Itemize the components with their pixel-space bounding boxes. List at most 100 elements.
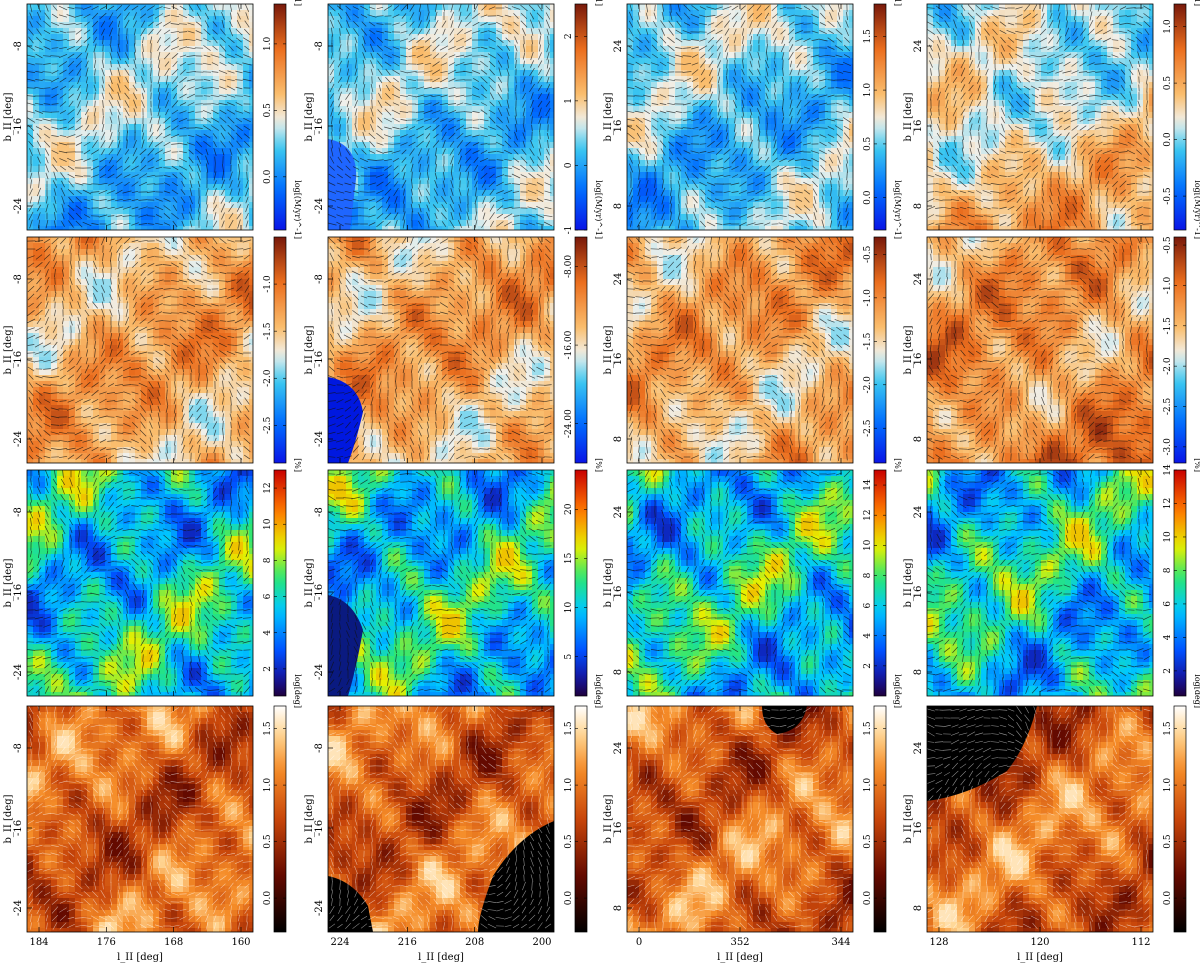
map-panel: -8 -16 -24 b_II [deg] 20 15 10 5 [%] (304, 458, 603, 697)
y-tick-label: 16 (613, 120, 624, 133)
map-frame (26, 236, 254, 464)
y-tick-label: -24 (13, 664, 24, 680)
map-panel: -8 -16 -24 b_II [deg] 2 1 0 -1 log[(M/yr)^-1] (304, 0, 603, 234)
y-tick-label: -8 (314, 274, 325, 284)
map-frame (327, 705, 555, 933)
y-tick-label: 8 (913, 436, 924, 442)
x-axis-label: l_II [deg] (717, 952, 763, 963)
colorbar-label: log[(M/yr)^-1] (293, 180, 302, 239)
y-axis-label: b_II [deg] (304, 92, 315, 141)
colorbar-tick-label: -16.00 (564, 330, 574, 359)
y-tick-label: 8 (913, 203, 924, 209)
vector-field (328, 4, 553, 229)
y-tick-label: -16 (13, 584, 24, 600)
colorbar-tick-label: 5 (564, 654, 574, 660)
y-tick-label: 16 (613, 586, 624, 599)
masked-region (328, 377, 363, 463)
map-image (328, 470, 554, 696)
x-tick-label: 200 (532, 937, 551, 948)
x-tick-label: 160 (231, 937, 250, 948)
y-tick-label: -8 (13, 743, 24, 753)
colorbar-tick-label: -2.5 (263, 416, 273, 434)
y-tick-label: 8 (613, 203, 624, 209)
y-tick-label: -24 (314, 431, 325, 447)
colorbar (273, 3, 287, 231)
map-panel: 24 16 8 b_II [deg] 14 12 10 8 6 4 2 [%] (603, 458, 902, 697)
map-image (27, 4, 253, 230)
vector-field (927, 237, 1152, 462)
colorbar-label: [%] (594, 458, 603, 472)
colorbar-tick-label: -2.5 (1163, 398, 1173, 416)
colorbar-tick-label: -2.0 (1163, 357, 1173, 375)
colorbar-tick-label: 0.0 (1163, 132, 1173, 147)
colorbar-tick-label: 1.5 (863, 29, 873, 44)
colorbar-tick-label: 20 (564, 503, 574, 515)
map-image (328, 706, 554, 932)
colorbar-tick-label: 2 (263, 666, 273, 672)
masked-region (927, 706, 1037, 801)
vector-field (328, 470, 553, 695)
masked-region (328, 876, 373, 932)
colorbar-tick-label: 10 (1163, 531, 1173, 543)
colorbar (1173, 3, 1187, 231)
y-axis-label: b_II [deg] (603, 92, 614, 141)
colorbar-tick-label: 2 (1163, 668, 1173, 674)
colorbar-tick-label: 0.0 (863, 190, 873, 205)
colorbar-tick-label: 6 (263, 593, 273, 599)
colorbar-tick-label: -1.0 (263, 275, 273, 293)
colorbar-label: [%] (893, 458, 902, 472)
colorbar-tick-label: 14 (863, 479, 873, 491)
vector-field (27, 470, 252, 695)
y-tick-label: -8 (314, 743, 325, 753)
colorbar-label: log[(M/yr)^-1] (293, 0, 302, 6)
colorbar-tick-label: 0.5 (564, 834, 574, 849)
colorbar-tick-label: 0.0 (263, 891, 273, 906)
x-tick-label: 224 (330, 937, 349, 948)
map-frame (26, 3, 254, 231)
colorbar-tick-label: 10 (263, 518, 273, 530)
colorbar-tick-label: 8 (1163, 567, 1173, 573)
colorbar-tick-label: 0 (564, 162, 574, 168)
colorbar-tick-label: 1 (564, 98, 574, 104)
colorbar-label: log[(M/yr)^-1] (893, 180, 902, 239)
y-tick-label: 24 (613, 506, 624, 519)
colorbar-tick-label: 2 (564, 33, 574, 39)
colorbar-tick-label: 0.5 (1163, 76, 1173, 91)
y-tick-label: -16 (314, 584, 325, 600)
x-tick-label: 208 (465, 937, 484, 948)
y-tick-label: 24 (613, 742, 624, 755)
x-axis-label: l_II [deg] (117, 952, 163, 963)
colorbar-tick-label: -1.0 (1163, 276, 1173, 294)
colorbar-tick-label: -2.0 (863, 376, 873, 394)
vector-field (27, 237, 252, 462)
vector-field (627, 706, 851, 931)
colorbar (1173, 469, 1187, 697)
y-tick-label: 8 (613, 905, 624, 911)
y-tick-label: -24 (314, 198, 325, 214)
y-axis-label: b_II [deg] (3, 325, 14, 374)
colorbar-tick-label: -0.5 (1163, 187, 1173, 205)
y-tick-label: 24 (913, 506, 924, 519)
colorbar-tick-label: 6 (1163, 601, 1173, 607)
vector-field (927, 470, 1152, 695)
y-tick-label: -16 (13, 351, 24, 367)
colorbar-tick-label: 4 (1163, 634, 1173, 640)
vector-field (27, 706, 252, 931)
colorbar-label: log[(M/yr)^-1] (594, 180, 603, 239)
vector-field (328, 237, 553, 462)
map-panel: 24 16 8 b_II [deg] 1.5 1.0 0.5 0.0 log[deg] (603, 674, 902, 933)
colorbar-tick-label: 0.5 (263, 103, 273, 118)
colorbar-tick-label: 1.5 (863, 721, 873, 736)
y-tick-label: 8 (613, 669, 624, 675)
y-tick-label: 24 (613, 273, 624, 286)
y-tick-label: 8 (613, 436, 624, 442)
y-axis-label: b_II [deg] (3, 92, 14, 141)
map-panel: -8 -16 -24 b_II [deg] 1.5 1.0 0.5 0.0 log[deg] (3, 674, 302, 933)
colorbar-tick-label: 10 (564, 602, 574, 614)
map-panel: -8 -16 -24 b_II [deg] 1.5 1.0 0.5 0.0 log[deg] (304, 674, 603, 933)
map-frame (26, 469, 254, 697)
colorbar-tick-label: 4 (863, 633, 873, 639)
colorbar (873, 705, 887, 933)
colorbar-tick-label: 2 (863, 663, 873, 669)
map-frame (26, 705, 254, 933)
